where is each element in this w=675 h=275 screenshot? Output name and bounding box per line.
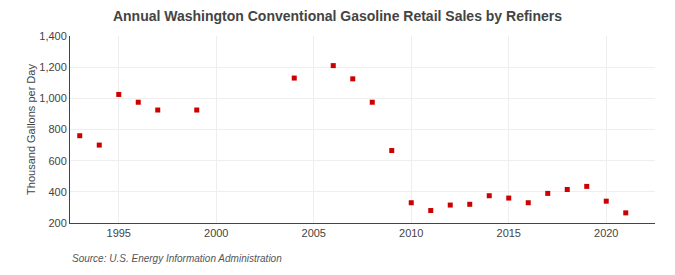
svg-text:1,200: 1,200 — [39, 61, 67, 73]
svg-text:400: 400 — [48, 186, 66, 198]
svg-text:Annual Washington Conventional: Annual Washington Conventional Gasoline … — [113, 8, 562, 24]
svg-text:Source: U.S. Energy Informatio: Source: U.S. Energy Information Administ… — [72, 253, 282, 264]
svg-text:1995: 1995 — [107, 227, 131, 239]
svg-text:1,400: 1,400 — [39, 30, 67, 42]
svg-text:600: 600 — [48, 155, 66, 167]
svg-text:2000: 2000 — [204, 227, 228, 239]
svg-text:2005: 2005 — [302, 227, 326, 239]
svg-text:2020: 2020 — [594, 227, 618, 239]
svg-text:Thousand Gallons per Day: Thousand Gallons per Day — [25, 64, 37, 195]
svg-text:2015: 2015 — [497, 227, 521, 239]
svg-text:200: 200 — [48, 217, 66, 229]
svg-text:2010: 2010 — [399, 227, 423, 239]
svg-text:800: 800 — [48, 123, 66, 135]
svg-text:1,000: 1,000 — [39, 92, 67, 104]
